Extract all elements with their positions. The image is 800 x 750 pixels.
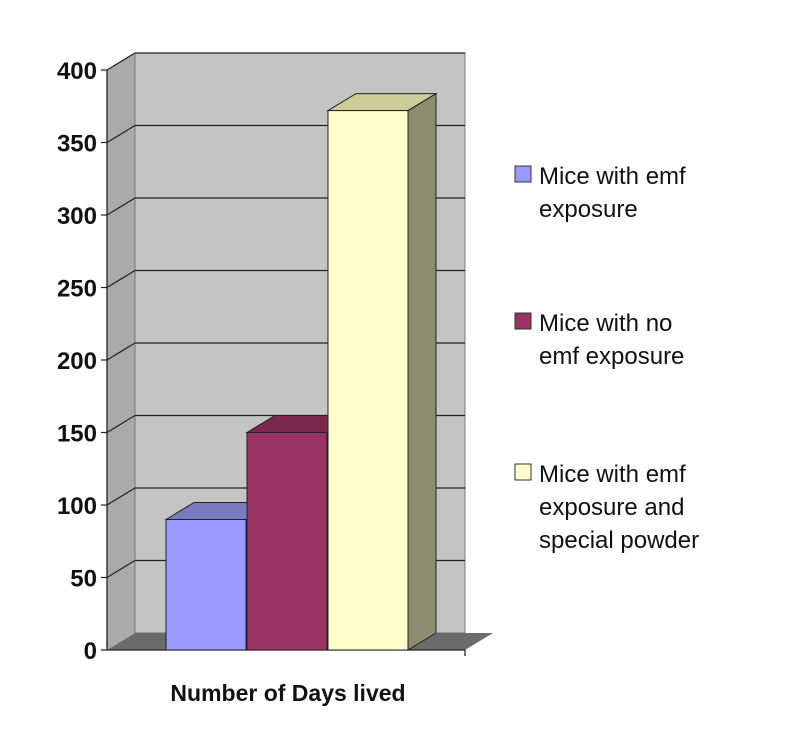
legend-label: Mice with emf bbox=[539, 163, 686, 190]
y-tick-label: 200 bbox=[57, 348, 97, 375]
legend-label: emf exposure bbox=[539, 343, 684, 370]
y-tick-label: 0 bbox=[84, 638, 97, 665]
y-tick-label: 300 bbox=[57, 203, 97, 230]
legend-label: exposure and bbox=[539, 494, 684, 521]
gridline-side bbox=[106, 197, 136, 216]
x-axis-label: Number of Days lived bbox=[170, 680, 405, 706]
legend: Mice with emf exposure Mice with no emf exp… bbox=[514, 163, 699, 554]
gridline-side bbox=[106, 269, 136, 289]
legend-item-1: Mice with emf exposure bbox=[514, 163, 686, 223]
legend-label: exposure bbox=[539, 196, 638, 223]
legend-item-2: Mice with no emf exposure bbox=[514, 310, 684, 370]
bars bbox=[164, 92, 438, 651]
legend-swatch bbox=[514, 165, 532, 183]
y-tick-label: 350 bbox=[57, 131, 97, 158]
y-tick-label: 400 bbox=[57, 58, 97, 85]
y-tick-label: 50 bbox=[70, 566, 97, 593]
gridline-side bbox=[106, 342, 136, 361]
bar-front bbox=[327, 110, 409, 651]
bar-side bbox=[407, 92, 437, 651]
gridline-side bbox=[106, 124, 136, 144]
gridline-side bbox=[106, 559, 136, 579]
legend-swatch bbox=[514, 312, 532, 330]
y-tick-label: 250 bbox=[57, 276, 97, 303]
bar-front bbox=[246, 432, 328, 651]
legend-label: special powder bbox=[539, 527, 699, 554]
legend-item-3: Mice with emf exposure and special powder bbox=[514, 461, 699, 554]
legend-swatch bbox=[514, 463, 532, 481]
y-tick-label: 150 bbox=[57, 421, 97, 448]
bar-front bbox=[165, 519, 247, 651]
y-tick-label: 100 bbox=[57, 493, 97, 520]
bar-3 bbox=[326, 92, 438, 651]
legend-label: Mice with emf bbox=[539, 461, 686, 488]
legend-label: Mice with no bbox=[539, 310, 672, 337]
gridline-side bbox=[106, 414, 136, 434]
gridline-side bbox=[106, 487, 136, 506]
gridline-side bbox=[106, 52, 136, 71]
